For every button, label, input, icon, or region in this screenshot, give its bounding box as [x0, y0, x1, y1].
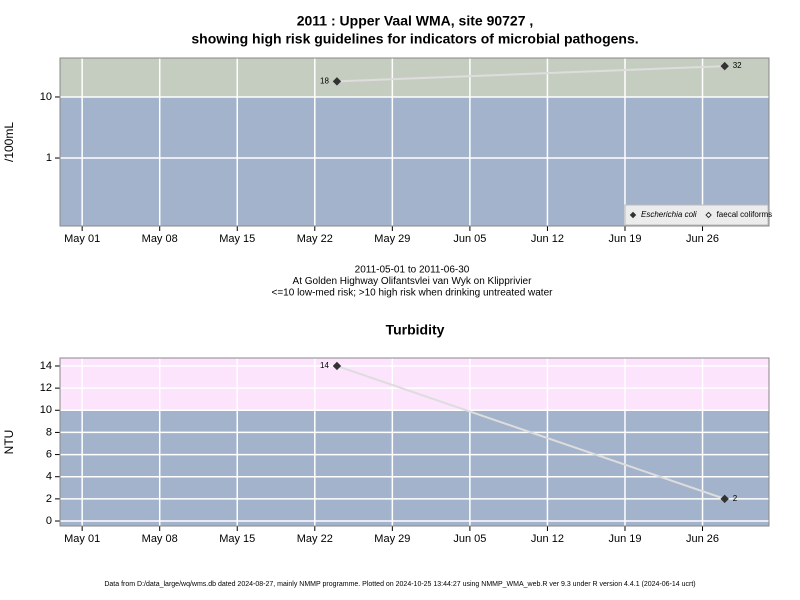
low-risk-band [60, 96, 769, 226]
x-tick-label: May 08 [142, 533, 178, 545]
y-tick-label: 10 [40, 91, 52, 103]
footer: Data from D:/data_large/wq/wms.db dated … [104, 581, 695, 588]
data-point [720, 61, 729, 71]
y-axis-label: /100mL [2, 122, 16, 162]
chart-title: 2011 : Upper Vaal WMA, site 90727 , [297, 13, 534, 29]
plot-frame [59, 57, 770, 227]
x-tick-label: May 22 [297, 533, 333, 545]
y-tick-label: 10 [40, 404, 52, 416]
data-point [720, 494, 729, 504]
y-tick-label: 8 [46, 426, 52, 438]
plot-frame [59, 357, 770, 527]
x-tick-label: May 29 [374, 533, 410, 545]
y-tick-label: 12 [40, 382, 52, 394]
data-label: 18 [320, 77, 329, 86]
legend-marker [629, 211, 637, 219]
caption: <=10 low-med risk; >10 high risk when dr… [272, 288, 554, 299]
x-tick-label: Jun 19 [608, 533, 641, 545]
data-point [332, 77, 342, 86]
data-point [332, 361, 342, 371]
x-tick-label: Jun 26 [686, 533, 719, 545]
y-tick-label: 4 [46, 471, 52, 483]
data-label: 2 [733, 494, 738, 503]
caption: At Golden Highway Olifantsvlei van Wyk o… [293, 276, 533, 287]
y-tick-label: 2 [46, 493, 52, 505]
legend-label: faecal coliforms [717, 210, 773, 219]
y-tick-label: 6 [46, 448, 52, 460]
legend-marker [705, 211, 712, 219]
series-line [336, 65, 725, 83]
x-tick-label: Jun 26 [686, 233, 719, 245]
x-tick-label: Jun 05 [453, 533, 486, 545]
x-tick-label: Jun 19 [608, 233, 641, 245]
data-label: 14 [320, 361, 329, 370]
x-tick-label: May 08 [142, 233, 178, 245]
low-risk-band [60, 410, 769, 526]
y-tick-label: 0 [46, 515, 52, 527]
legend-label: Escherichia coli [641, 210, 697, 219]
x-tick-label: May 15 [219, 533, 255, 545]
chart-title: showing high risk guidelines for indicat… [191, 31, 638, 47]
x-tick-label: Jun 05 [453, 233, 486, 245]
y-tick-label: 1 [46, 152, 52, 164]
data-label: 32 [733, 61, 742, 70]
x-tick-label: Jun 12 [531, 533, 564, 545]
x-tick-label: May 22 [297, 233, 333, 245]
x-tick-label: Jun 12 [531, 233, 564, 245]
legend-box [624, 204, 769, 226]
x-tick-label: May 01 [64, 533, 100, 545]
x-tick-label: May 29 [374, 233, 410, 245]
y-axis-label: NTU [2, 430, 16, 455]
x-tick-label: May 15 [219, 233, 255, 245]
series-line [336, 365, 726, 500]
chart-title: Turbidity [386, 322, 445, 338]
x-tick-label: May 01 [64, 233, 100, 245]
caption: 2011-05-01 to 2011-06-30 [355, 265, 470, 276]
y-tick-label: 14 [40, 360, 52, 372]
